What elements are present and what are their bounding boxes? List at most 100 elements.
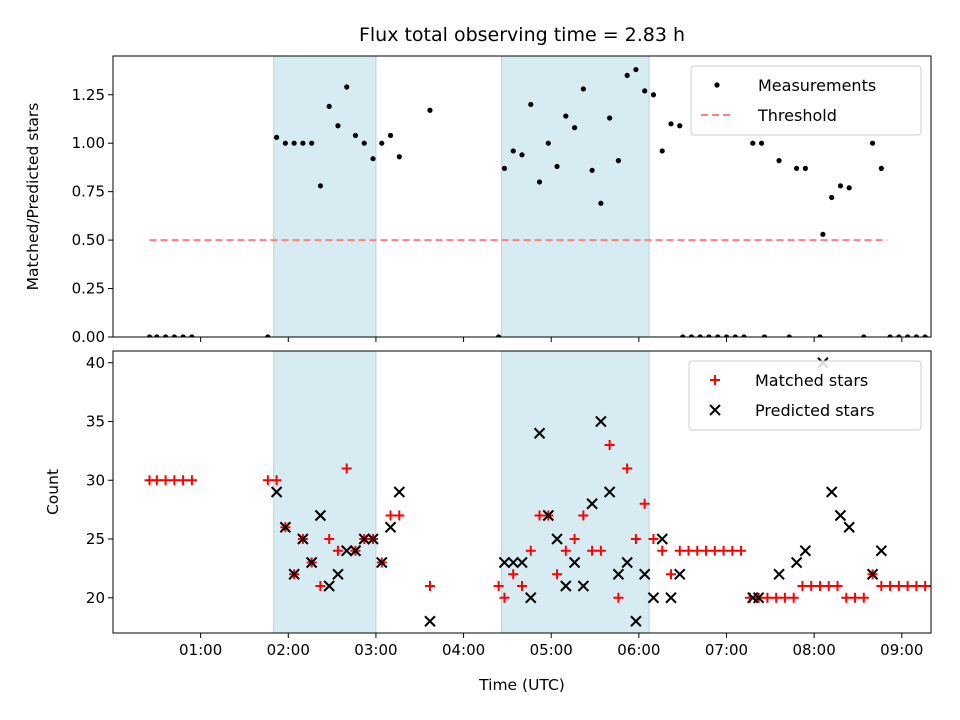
- y-tick-label: 25: [86, 530, 105, 548]
- measurement-point: [563, 113, 569, 119]
- matched-stars-point: [525, 545, 536, 556]
- legend-measurements-swatch: [714, 82, 720, 88]
- predicted-stars-point: [825, 486, 838, 498]
- measurement-point: [379, 140, 385, 146]
- predicted-stars-point: [790, 556, 803, 569]
- predicted-stars-point: [595, 415, 607, 428]
- measurement-point: [837, 183, 844, 189]
- matched-stars-point: [560, 545, 571, 556]
- matched-stars-point: [709, 545, 720, 556]
- measurement-point: [352, 132, 359, 139]
- y-tick-label: 0.00: [72, 328, 105, 346]
- matched-stars-point: [718, 545, 729, 556]
- measurement-point: [598, 200, 604, 206]
- measurement-point: [528, 101, 534, 108]
- matched-stars-point: [151, 475, 162, 486]
- predicted-stars-point: [516, 556, 528, 569]
- measurement-point: [642, 88, 648, 94]
- measurement-point: [688, 334, 695, 337]
- matched-stars-point: [944, 581, 954, 591]
- predicted-stars-point: [384, 521, 397, 533]
- matched-stars-point: [324, 534, 335, 544]
- matched-stars-point: [771, 592, 782, 603]
- measurement-point: [387, 132, 394, 139]
- x-tick-label: 09:00: [880, 641, 923, 659]
- matched-stars-point: [665, 569, 676, 580]
- predicted-stars-point: [674, 568, 686, 580]
- panel-ratio: 0.00 0.25 0.50 0.75 1.00 1.25 Matched/Predicte…: [24, 55, 936, 346]
- measurement-point: [501, 165, 508, 171]
- predicted-stars-point: [799, 545, 812, 557]
- predicted-stars-point: [647, 592, 660, 604]
- predicted-stars-point: [498, 556, 511, 569]
- measurement-point: [878, 165, 884, 171]
- predicted-stars-point: [533, 427, 546, 439]
- x-tick-label: 04:00: [442, 641, 485, 659]
- matched-stars-point: [814, 581, 825, 591]
- matched-stars-point: [762, 592, 773, 603]
- measurement-point: [869, 140, 876, 146]
- predicted-stars-point: [270, 486, 283, 498]
- y-axis-label: Matched/Predicted stars: [24, 103, 42, 291]
- measurement-point: [697, 334, 703, 337]
- predicted-stars-point: [358, 533, 370, 545]
- measurement-point: [829, 194, 835, 201]
- y-tick-label: 0.75: [72, 183, 105, 201]
- measurement-point: [750, 140, 756, 146]
- measurement-point: [741, 334, 747, 337]
- measurement-point: [820, 231, 826, 237]
- matched-stars-point: [385, 510, 396, 521]
- measurement-point: [659, 148, 665, 154]
- matched-stars-point: [552, 569, 563, 580]
- matched-stars-point: [186, 475, 197, 486]
- matched-stars-point: [517, 581, 527, 591]
- measurement-point: [846, 185, 852, 191]
- measurement-point: [802, 165, 808, 171]
- measurement-point: [887, 334, 893, 337]
- legend-box: [690, 65, 922, 136]
- measurement-point: [715, 334, 721, 337]
- measurement-point: [913, 334, 919, 337]
- measurement-point: [571, 125, 578, 131]
- measurement-point: [344, 84, 350, 90]
- matched-stars-point: [622, 463, 633, 474]
- matched-stars-point: [902, 581, 913, 591]
- matched-stars-point: [587, 545, 598, 556]
- legend-label: Measurements: [758, 76, 876, 95]
- predicted-stars-point: [323, 580, 335, 592]
- y-tick-label: 35: [86, 413, 105, 431]
- measurement-point: [677, 123, 683, 129]
- measurement-point: [896, 334, 902, 337]
- predicted-stars-point: [560, 580, 572, 592]
- matched-stars-point: [271, 475, 282, 486]
- legend-label: Threshold: [757, 106, 837, 125]
- matched-stars-point: [858, 592, 869, 603]
- measurement-point: [650, 92, 657, 98]
- predicted-stars-point: [288, 568, 300, 580]
- matched-stars-point: [876, 581, 887, 591]
- matched-stars-point: [841, 592, 852, 603]
- matched-stars-point: [788, 592, 799, 603]
- predicted-stars-point: [843, 521, 855, 533]
- shaded-interval-1: [273, 55, 377, 338]
- matched-stars-point: [315, 581, 326, 591]
- matched-stars-point: [534, 510, 545, 521]
- matched-stars-point: [779, 592, 790, 603]
- matched-stars-point: [657, 545, 668, 556]
- legend-label: Matched stars: [755, 371, 868, 390]
- predicted-stars-point: [630, 615, 642, 627]
- measurement-point: [758, 140, 765, 146]
- matched-stars-point: [806, 581, 817, 591]
- measurement-point: [335, 123, 341, 129]
- matched-stars-point: [578, 510, 589, 521]
- measurement-point: [545, 140, 551, 146]
- measurement-point: [931, 334, 936, 339]
- measurement-point: [361, 140, 367, 146]
- measurement-point: [706, 334, 712, 337]
- y-tick-label: 0.25: [72, 280, 105, 298]
- predicted-stars-point: [305, 556, 318, 569]
- measurement-point: [786, 334, 792, 337]
- x-tick-label: 01:00: [179, 641, 222, 659]
- measurement-point: [510, 148, 516, 154]
